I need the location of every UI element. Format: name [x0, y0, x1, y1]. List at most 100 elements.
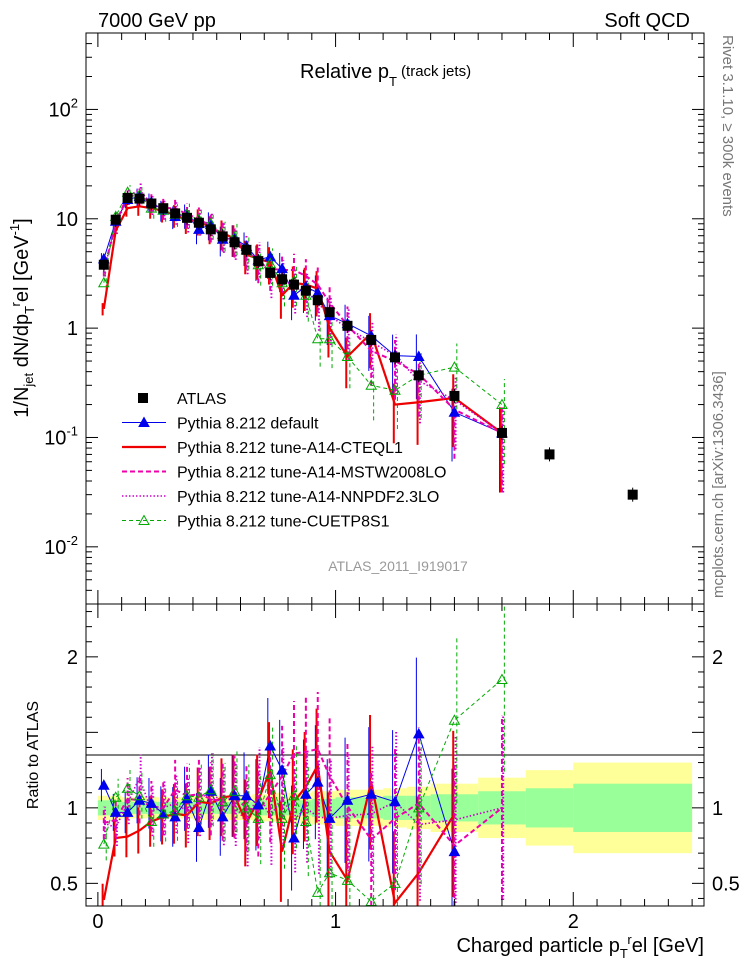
ratio-band-inner: [311, 798, 324, 817]
header-left: 7000 GeV pp: [98, 10, 216, 32]
label-part-3: el [GeV]: [632, 935, 704, 957]
pythia-8-212-tune-cuetp8s1-ratio-marker: [216, 795, 229, 807]
ratio-y-axis-label: Ratio to ATLAS: [25, 701, 42, 809]
atlas-data-point: [300, 285, 311, 296]
pythia-8-212-tune-cuetp8s1-ratio-marker: [300, 815, 312, 826]
pythia-8-212-default-marker: [448, 406, 461, 417]
atlas-data-point: [627, 489, 638, 500]
atlas-data-point: [342, 320, 353, 331]
pythia-8-212-tune-cuetp8s1-ratio-marker: [181, 789, 193, 801]
pythia-8-212-tune-cuetp8s1-ratio-marker: [448, 714, 461, 725]
ratio-y-tick-label-left: 2: [67, 647, 78, 669]
pythia-8-212-default-ratio-marker: [145, 797, 158, 808]
atlas-data-point: [122, 192, 133, 203]
ratio-panel: 0.5 0.5 1 1 2 2 0 1 2 Ratio to ATLAS Charged par…: [25, 603, 740, 961]
x-tick-label: 1: [330, 911, 341, 933]
pythia-8-212-tune-cuetp8s1-marker: [496, 398, 508, 410]
label-part-3: T: [22, 306, 37, 314]
atlas-data-point: [324, 307, 335, 318]
ratio-y-tick-label-right: 2: [712, 647, 723, 669]
legend-atlas-label: ATLAS: [177, 391, 227, 408]
pythia-8-212-default-ratio-marker: [193, 821, 205, 832]
label-part-4: r: [8, 301, 23, 306]
pythia-8-212-default-ratio-marker: [169, 810, 181, 822]
ratio-band-inner: [145, 801, 158, 814]
pythia-8-212-default-ratio-marker: [323, 812, 336, 823]
atlas-data-point: [193, 217, 204, 228]
label-part-1: T: [620, 946, 628, 961]
pythia-8-212-tune-cuetp8s1-marker: [97, 276, 110, 288]
pythia-8-212-default-marker: [264, 250, 277, 262]
pythia-8-212-default-ratio-marker: [276, 764, 288, 775]
label-part-2: (track jets): [397, 63, 471, 80]
atlas-data-point: [134, 193, 145, 204]
pythia-8-212-tune-cuetp8s1-ratio-marker: [204, 783, 217, 795]
legend-pythia-8-212-tune-cuetp8s1-label: Pythia 8.212 tune-CUETP8S1: [177, 514, 390, 531]
legend-pythia-8-212-default-marker: [138, 416, 150, 427]
label-part-0: Charged particle p: [456, 935, 619, 957]
main-series-lines: [102, 188, 503, 434]
mcplots-label: mcplots.cern.ch [arXiv:1306.3436]: [710, 371, 727, 598]
atlas-data-point: [312, 295, 323, 306]
legend-pythia-8-212-default-label: Pythia 8.212 default: [177, 416, 319, 433]
ratio-y-tick-label-right: 1: [712, 798, 723, 820]
legend-pythia-8-212-tune-cuetp8s1-marker: [138, 514, 150, 525]
pythia-8-212-default-ratio-marker: [109, 806, 122, 817]
label-part-5: el [GeV: [11, 235, 33, 302]
pythia-8-212-tune-cuetp8s1-ratio-marker: [121, 782, 134, 793]
atlas-data-point: [253, 256, 264, 267]
y-tick-label: 102: [49, 95, 78, 121]
pythia-8-212-tune-a14-cteql1-line: [102, 205, 503, 434]
pythia-8-212-tune-cuetp8s1-ratio-marker: [264, 768, 277, 780]
pythia-8-212-default-ratio-marker: [389, 795, 401, 807]
ratio-band-inner: [573, 783, 693, 833]
pythia-8-212-tune-cuetp8s1-marker: [389, 384, 401, 395]
ratio-band-inner: [97, 800, 110, 816]
pythia-8-212-tune-cuetp8s1-marker: [311, 332, 324, 344]
ratio-markers: [97, 673, 508, 906]
pythia-8-212-default-ratio-marker: [204, 785, 217, 796]
pythia-8-212-tune-cuetp8s1-ratio-marker: [169, 804, 181, 816]
pythia-8-212-default-marker: [288, 289, 300, 300]
atlas-data-point: [241, 244, 252, 255]
legend-pythia-8-212-tune-a14-nnpdf2-3lo-label: Pythia 8.212 tune-A14-NNPDF2.3LO: [177, 489, 439, 506]
atlas-data-point: [288, 279, 299, 290]
pythia-8-212-tune-cuetp8s1-ratio-marker: [412, 801, 425, 813]
label-part-1: T: [389, 74, 397, 89]
label-part-0: 10: [44, 537, 66, 559]
pythia-8-212-default-ratio-marker: [412, 727, 425, 739]
label-part-0: 10: [49, 99, 71, 121]
pythia-8-212-default-marker: [412, 350, 425, 362]
atlas-data-point: [449, 390, 460, 401]
pythia-8-212-tune-cuetp8s1-marker: [341, 350, 354, 362]
atlas-data-point: [182, 212, 193, 223]
y-tick-label: 10: [56, 209, 78, 231]
atlas-data-point: [217, 231, 228, 242]
legend-pythia-8-212-tune-a14-mstw2008lo-label: Pythia 8.212 tune-A14-MSTW2008LO: [177, 465, 446, 482]
label-part-2: dN/dp: [11, 314, 33, 373]
pythia-8-212-tune-cuetp8s1-ratio-marker: [97, 838, 110, 849]
atlas-data-point: [390, 352, 400, 363]
atlas-data-point: [158, 203, 169, 214]
pythia-8-212-tune-cuetp8s1-ratio-marker: [323, 866, 336, 878]
pythia-8-212-tune-cuetp8s1-ratio-marker: [109, 791, 122, 802]
label-part-1: -1: [66, 423, 78, 438]
ratio-band-inner: [228, 801, 241, 814]
label-part-0: Relative p: [300, 61, 389, 83]
pythia-8-212-default-ratio-marker: [121, 806, 134, 817]
pythia-8-212-default-ratio-marker: [181, 792, 193, 804]
pythia-8-212-default-ratio-marker: [240, 789, 253, 801]
atlas-data-point: [544, 449, 555, 460]
pythia-8-212-tune-cuetp8s1-marker: [365, 379, 378, 390]
pythia-8-212-default-ratio-marker: [311, 776, 324, 787]
pythia-8-212-tune-cuetp8s1-ratio-marker: [228, 785, 241, 796]
pythia-8-212-default-ratio-marker: [341, 794, 354, 805]
pythia-8-212-tune-cuetp8s1-ratio-marker: [276, 812, 288, 823]
pythia-8-212-default-ratio-marker: [252, 798, 265, 810]
atlas-data-point: [146, 198, 157, 209]
pythia-8-212-tune-cuetp8s1-ratio-marker: [252, 812, 265, 823]
pythia-8-212-default-ratio-marker: [264, 739, 277, 751]
pythia-8-212-default-ratio-marker: [288, 832, 300, 843]
atlas-data-point: [229, 237, 240, 248]
